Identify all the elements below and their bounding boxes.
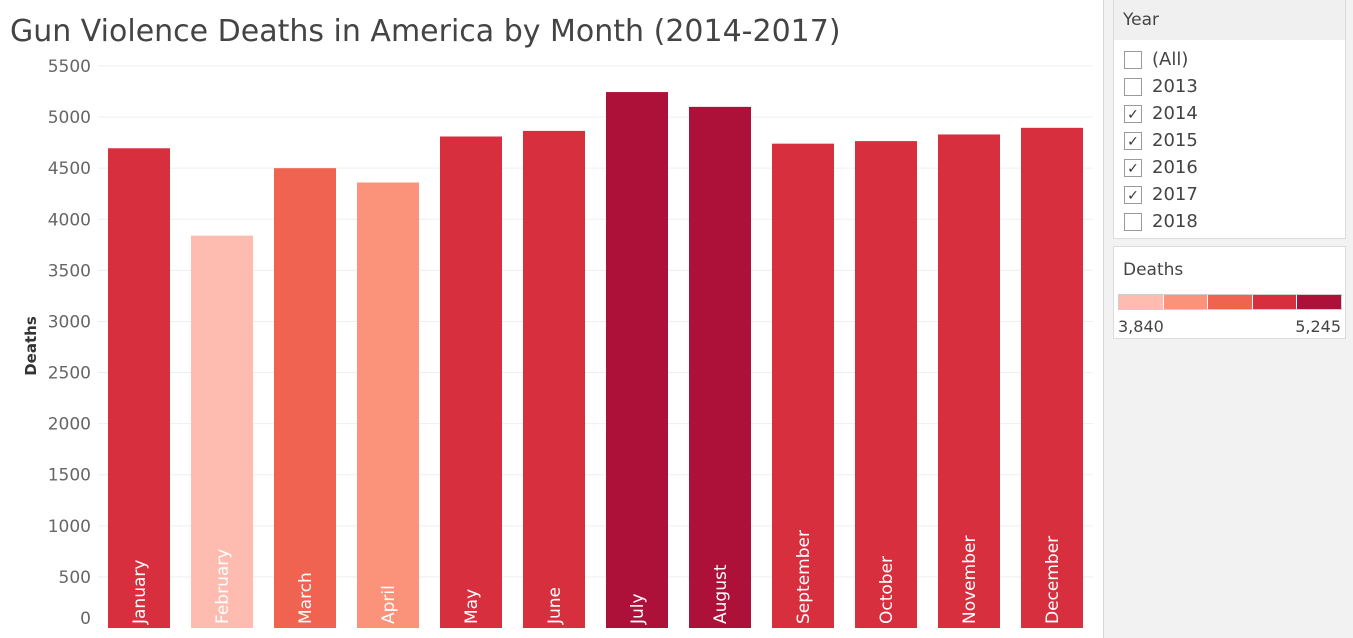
x-category-label: January bbox=[130, 560, 150, 625]
year-filter-list: (All) 2013 ✓ 2014 ✓ 2015 ✓ 2016 ✓ 2017 2018 bbox=[1114, 40, 1345, 235]
x-category-label: June bbox=[545, 587, 565, 625]
year-option-label: 2013 bbox=[1152, 76, 1198, 97]
legend-max-label: 5,245 bbox=[1295, 317, 1341, 336]
year-option-label: (All) bbox=[1152, 49, 1189, 70]
year-option[interactable]: ✓ 2017 bbox=[1114, 181, 1345, 208]
year-option-label: 2018 bbox=[1152, 211, 1198, 232]
bar-april[interactable] bbox=[357, 182, 419, 628]
x-category-label: February bbox=[213, 549, 233, 624]
year-checkbox[interactable] bbox=[1124, 77, 1142, 96]
year-option[interactable]: 2013 bbox=[1114, 73, 1345, 100]
year-checkbox[interactable] bbox=[1124, 212, 1142, 231]
y-tick-label: 3000 bbox=[48, 312, 91, 332]
year-checkbox[interactable]: ✓ bbox=[1124, 185, 1142, 204]
x-category-label: October bbox=[877, 556, 897, 624]
x-category-label: August bbox=[711, 564, 731, 624]
year-option[interactable]: ✓ 2015 bbox=[1114, 127, 1345, 154]
legend-title: Deaths bbox=[1123, 260, 1184, 280]
panel-divider[interactable] bbox=[1103, 0, 1104, 638]
y-tick-label: 2000 bbox=[48, 415, 91, 435]
year-filter-title: Year bbox=[1114, 0, 1345, 40]
bar-august[interactable] bbox=[689, 106, 751, 628]
y-tick-label: 3500 bbox=[48, 261, 91, 281]
bar-november[interactable] bbox=[938, 134, 1000, 628]
year-option[interactable]: ✓ 2014 bbox=[1114, 100, 1345, 127]
bar-december[interactable] bbox=[1021, 127, 1083, 628]
bar-october[interactable] bbox=[855, 141, 917, 628]
year-option[interactable]: (All) bbox=[1114, 46, 1345, 73]
x-category-label: September bbox=[794, 530, 814, 624]
color-ramp-step bbox=[1252, 295, 1298, 309]
year-option[interactable]: ✓ 2016 bbox=[1114, 154, 1345, 181]
bar-may[interactable] bbox=[440, 136, 502, 629]
year-checkbox[interactable] bbox=[1124, 50, 1142, 69]
legend-min-label: 3,840 bbox=[1118, 317, 1164, 336]
x-category-label: December bbox=[1043, 536, 1063, 624]
bar-september[interactable] bbox=[772, 143, 834, 628]
y-axis-title: Deaths bbox=[22, 316, 40, 376]
y-tick-label: 500 bbox=[59, 568, 91, 588]
year-option-label: 2014 bbox=[1152, 103, 1198, 124]
y-tick-label: 1500 bbox=[48, 466, 91, 486]
x-category-label: March bbox=[296, 572, 316, 624]
bar-june[interactable] bbox=[523, 130, 585, 629]
y-tick-label: 0 bbox=[80, 609, 91, 629]
color-ramp-step bbox=[1119, 295, 1164, 309]
year-filter-panel: Year (All) 2013 ✓ 2014 ✓ 2015 ✓ 2016 ✓ 2017 2018 bbox=[1113, 0, 1346, 239]
deaths-color-legend: Deaths 3,840 5,245 bbox=[1113, 246, 1346, 339]
bar-chart: 0 500 1000 1500 2000 2500 3000 3500 4000 4500 5000… bbox=[22, 57, 1093, 629]
y-tick-label: 4000 bbox=[48, 210, 91, 230]
color-ramp bbox=[1118, 294, 1342, 310]
color-ramp-step bbox=[1163, 295, 1209, 309]
year-checkbox[interactable]: ✓ bbox=[1124, 104, 1142, 123]
y-tick-label: 1000 bbox=[48, 517, 91, 537]
y-tick-label: 5000 bbox=[48, 108, 91, 128]
color-ramp-step bbox=[1208, 295, 1253, 309]
chart-title: Gun Violence Deaths in America by Month … bbox=[10, 14, 841, 49]
bar-january[interactable] bbox=[108, 148, 170, 629]
x-category-label: April bbox=[379, 585, 399, 624]
year-option-label: 2015 bbox=[1152, 130, 1198, 151]
year-option-label: 2017 bbox=[1152, 184, 1198, 205]
year-checkbox[interactable]: ✓ bbox=[1124, 158, 1142, 177]
y-tick-label: 4500 bbox=[48, 159, 91, 179]
year-option-label: 2016 bbox=[1152, 157, 1198, 178]
color-ramp-step bbox=[1297, 295, 1341, 309]
year-option[interactable]: 2018 bbox=[1114, 208, 1345, 235]
y-tick-label: 5500 bbox=[48, 57, 91, 77]
bar-march[interactable] bbox=[274, 168, 336, 628]
bar-february[interactable] bbox=[191, 235, 253, 628]
x-category-label: May bbox=[462, 589, 482, 624]
x-category-label: July bbox=[628, 593, 648, 625]
x-category-label: November bbox=[960, 536, 980, 624]
bar-july[interactable] bbox=[606, 92, 668, 628]
y-tick-label: 2500 bbox=[48, 364, 91, 384]
year-checkbox[interactable]: ✓ bbox=[1124, 131, 1142, 150]
